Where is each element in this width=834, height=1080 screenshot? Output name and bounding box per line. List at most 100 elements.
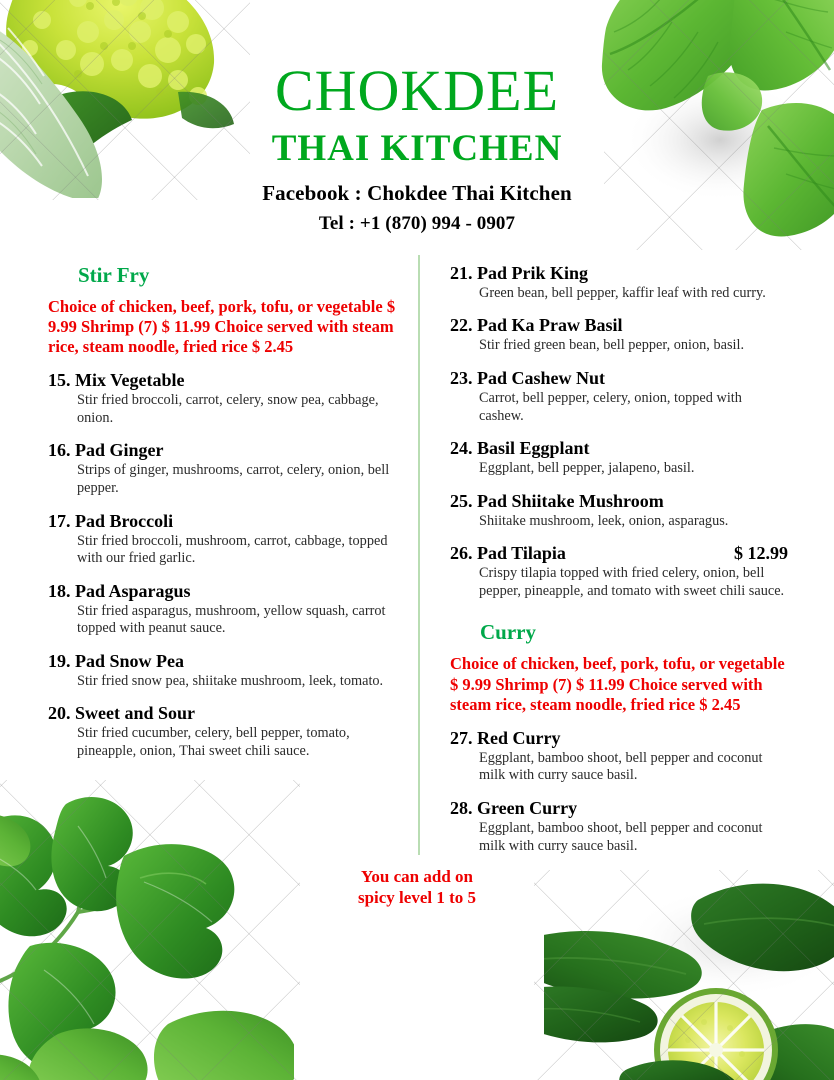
menu-item-number: 21. (450, 262, 473, 283)
menu-item-head: 25. Pad Shiitake Mushroom (450, 491, 788, 512)
menu-item-name: Pad Snow Pea (75, 650, 185, 671)
menu-item[interactable]: 16. Pad Ginger Strips of ginger, mushroo… (48, 440, 396, 497)
menu-item-title: 23. Pad Cashew Nut (450, 368, 605, 389)
menu-columns: Stir Fry Choice of chicken, beef, pork, … (0, 263, 834, 868)
menu-item[interactable]: 24. Basil Eggplant Eggplant, bell pepper… (450, 438, 788, 478)
menu-item-head: 27. Red Curry (450, 728, 788, 749)
menu-item-head: 15. Mix Vegetable (48, 370, 396, 391)
menu-item[interactable]: 27. Red Curry Eggplant, bamboo shoot, be… (450, 728, 788, 785)
menu-item-description: Green bean, bell pepper, kaffir leaf wit… (479, 284, 766, 301)
restaurant-subtitle: THAI KITCHEN (271, 128, 563, 169)
menu-item-name: Pad Cashew Nut (477, 368, 606, 388)
menu-item[interactable]: 17. Pad Broccoli Stir fried broccoli, mu… (48, 511, 396, 568)
menu-item-title: 15. Mix Vegetable (48, 370, 185, 391)
menu-item-title: 16. Pad Ginger (48, 440, 164, 461)
curry-section: Curry Choice of chicken, beef, pork, tof… (450, 620, 788, 855)
menu-item-description: Stir fried snow pea, shiitake mushroom, … (77, 672, 384, 689)
menu-item-head: 18. Pad Asparagus (48, 581, 396, 602)
menu-item-head: 22. Pad Ka Praw Basil (450, 315, 788, 336)
menu-item-number: 20. (48, 703, 71, 724)
menu-item-title: 26. Pad Tilapia (450, 543, 566, 564)
menu-item-description: Eggplant, bell pepper, jalapeno, basil. (479, 460, 695, 477)
menu-item-number: 24. (450, 438, 473, 459)
spicy-level-note-line2: spicy level 1 to 5 (357, 888, 477, 908)
menu-item-head: 16. Pad Ginger (48, 440, 396, 461)
menu-item-head: 26. Pad Tilapia $ 12.99 (450, 543, 788, 564)
menu-item[interactable]: 25. Pad Shiitake Mushroom Shiitake mushr… (450, 491, 788, 531)
menu-item-title: 27. Red Curry (450, 728, 561, 749)
menu-item-description: Stir fried cucumber, celery, bell pepper… (77, 725, 350, 759)
menu-item-price: $ 12.99 (734, 543, 788, 564)
section-title-curry: Curry (480, 620, 536, 645)
menu-item-name: Pad Shiitake Mushroom (477, 490, 664, 511)
menu-item-description: Eggplant, bamboo shoot, bell pepper and … (479, 820, 763, 854)
menu-item-name: Basil Eggplant (477, 438, 590, 459)
menu-item-name: Pad Ka Praw Basil (477, 315, 623, 336)
telephone-number: Tel : +1 (870) 994 - 0907 (318, 212, 516, 234)
menu-item-name: Mix Vegetable (75, 370, 185, 391)
menu-item[interactable]: 22. Pad Ka Praw Basil Stir fried green b… (450, 315, 788, 355)
menu-item-name: Pad Asparagus (75, 580, 191, 601)
menu-item-description: Stir fried broccoli, mushroom, carrot, c… (77, 532, 388, 567)
menu-item-head: 19. Pad Snow Pea (48, 651, 396, 672)
section-note-curry: Choice of chicken, beef, pork, tofu, or … (450, 654, 785, 714)
facebook-handle: Facebook : Chokdee Thai Kitchen (262, 180, 572, 205)
menu-item[interactable]: 18. Pad Asparagus Stir fried asparagus, … (48, 581, 396, 638)
menu-item[interactable]: 15. Mix Vegetable Stir fried broccoli, c… (48, 370, 396, 427)
menu-item-number: 26. (450, 543, 473, 564)
menu-item[interactable]: 20. Sweet and Sour Stir fried cucumber, … (48, 703, 396, 760)
menu-item-name: Sweet and Sour (75, 703, 196, 724)
menu-item-number: 15. (48, 370, 71, 391)
menu-item-description: Shiitake mushroom, leek, onion, asparagu… (479, 512, 729, 529)
section-note-stir-fry: Choice of chicken, beef, pork, tofu, or … (48, 296, 396, 357)
menu-item-name: Pad Prik King (477, 262, 589, 283)
menu-item-name: Pad Tilapia (477, 543, 566, 564)
menu-item-title: 24. Basil Eggplant (450, 438, 590, 459)
menu-item-head: 28. Green Curry (450, 798, 788, 819)
spicy-level-note: You can add on spicy level 1 to 5 (0, 866, 834, 909)
menu-item-number: 16. (48, 440, 71, 461)
menu-item-description: Stir fried asparagus, mushroom, yellow s… (77, 602, 386, 637)
spicy-level-note-line1: You can add on (361, 867, 473, 886)
menu-item-title: 28. Green Curry (450, 798, 577, 819)
menu-item[interactable]: 23. Pad Cashew Nut Carrot, bell pepper, … (450, 368, 788, 425)
menu-item-head: 24. Basil Eggplant (450, 438, 788, 459)
menu-header: CHOKDEE THAI KITCHEN Facebook : Chokdee … (0, 0, 834, 235)
menu-item-number: 18. (48, 580, 71, 601)
menu-item-name: Red Curry (477, 727, 561, 748)
section-title-stir-fry: Stir Fry (78, 262, 150, 287)
menu-item-head: 20. Sweet and Sour (48, 703, 396, 724)
menu-item-title: 22. Pad Ka Praw Basil (450, 315, 623, 336)
menu-item-title: 20. Sweet and Sour (48, 703, 195, 724)
menu-item-title: 18. Pad Asparagus (48, 581, 191, 602)
menu-item-head: 17. Pad Broccoli (48, 511, 396, 532)
menu-item-number: 23. (450, 368, 473, 388)
menu-item-description: Stir fried green bean, bell pepper, onio… (479, 337, 745, 354)
menu-item-number: 17. (48, 510, 71, 531)
menu-item-name: Green Curry (477, 798, 578, 818)
menu-item-head: 23. Pad Cashew Nut (450, 368, 788, 389)
menu-item-name: Pad Broccoli (75, 510, 174, 531)
menu-item-description: Carrot, bell pepper, celery, onion, topp… (479, 390, 742, 424)
menu-item-head: 21. Pad Prik King (450, 263, 788, 284)
column-divider (418, 255, 420, 855)
menu-item[interactable]: 26. Pad Tilapia $ 12.99 Crispy tilapia t… (450, 543, 788, 600)
restaurant-name: CHOKDEE (274, 58, 560, 123)
menu-item-number: 19. (48, 650, 71, 671)
menu-item[interactable]: 21. Pad Prik King Green bean, bell peppe… (450, 263, 788, 303)
menu-item-number: 25. (450, 490, 473, 511)
menu-column-right: 21. Pad Prik King Green bean, bell peppe… (418, 263, 788, 868)
menu-item-description: Crispy tilapia topped with fried celery,… (479, 565, 785, 599)
menu-item[interactable]: 19. Pad Snow Pea Stir fried snow pea, sh… (48, 651, 396, 691)
menu-item-description: Eggplant, bamboo shoot, bell pepper and … (479, 749, 763, 784)
menu-item-number: 22. (450, 315, 473, 336)
menu-item-title: 17. Pad Broccoli (48, 511, 173, 532)
menu-item-title: 21. Pad Prik King (450, 263, 588, 284)
menu-column-left: Stir Fry Choice of chicken, beef, pork, … (48, 263, 418, 868)
menu-item-title: 25. Pad Shiitake Mushroom (450, 491, 664, 512)
menu-item-title: 19. Pad Snow Pea (48, 651, 184, 672)
menu-item[interactable]: 28. Green Curry Eggplant, bamboo shoot, … (450, 798, 788, 855)
menu-item-name: Pad Ginger (75, 440, 164, 461)
menu-item-description: Stir fried broccoli, carrot, celery, sno… (77, 392, 379, 426)
